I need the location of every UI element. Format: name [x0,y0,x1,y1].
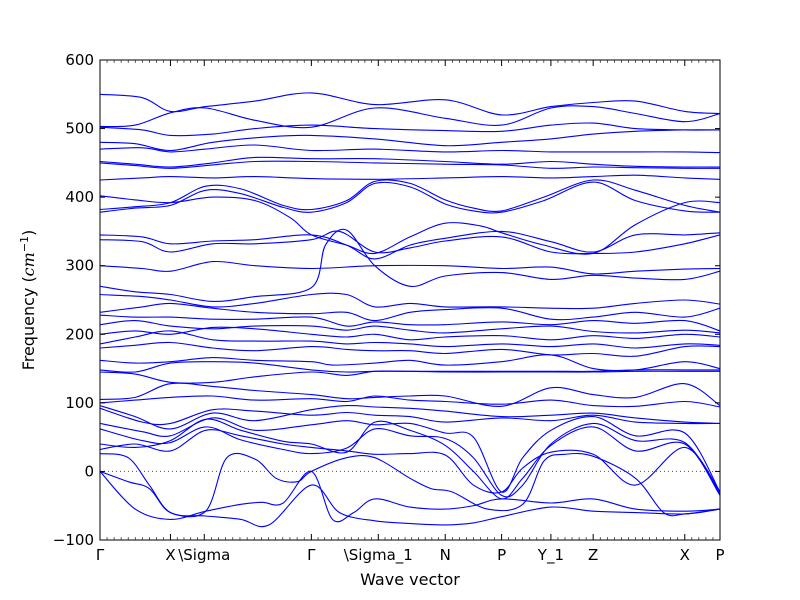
band-line-28 [100,404,720,430]
y-tick-label: 400 [65,188,94,206]
band-line-12 [100,230,720,260]
y-axis-ticks: −100 0 100 200 300 400 500 600 [53,51,720,549]
band-line-30 [100,416,720,493]
y-tick-label: 300 [65,257,94,275]
x-tick-label: X [165,546,175,564]
band-line-19 [100,320,720,334]
band-line-10 [100,181,720,214]
y-tick-label: 200 [65,325,94,343]
y-tick-label: −100 [53,531,94,549]
band-line-31 [100,422,720,498]
band-line-15 [100,228,720,302]
x-tick-label: P [497,546,506,564]
band-line-5 [100,144,720,154]
x-tick-label: X [680,546,690,564]
band-line-27 [100,395,720,408]
band-line-6 [100,156,720,168]
band-line-3 [100,122,720,137]
x-tick-label: \Sigma [178,546,230,564]
y-tick-label: 100 [65,394,94,412]
x-tick-label: Y_1 [537,546,564,565]
band-line-36 [100,452,720,518]
y-tick-label: 0 [84,462,94,480]
y-tick-label: 600 [65,51,94,69]
x-tick-label: Γ [96,546,105,564]
band-line-25 [100,370,720,384]
band-line-16 [100,292,720,310]
x-tick-label: N [440,546,451,564]
band-line-11 [100,195,720,255]
x-axis-ticks: Γ X \Sigma Γ \Sigma_1 N P Y_1 Z X P [96,60,725,565]
frequency-bands [100,92,720,528]
band-line-22 [100,341,720,357]
band-line-4 [100,129,720,152]
x-tick-label: Z [588,546,598,564]
band-line-21 [100,330,720,349]
plot-frame [99,59,721,541]
band-line-2 [100,105,720,129]
band-line-7 [100,160,720,169]
band-line-8 [100,174,720,181]
band-line-13 [100,230,720,255]
band-line-32 [100,418,720,500]
x-axis-title: Wave vector [360,570,460,589]
band-line-26 [100,382,720,407]
x-tick-label: P [715,546,724,564]
band-line-14 [100,260,720,275]
band-line-20 [100,326,720,341]
band-line-29 [100,407,720,426]
band-line-18 [100,314,720,332]
band-line-9 [100,179,720,213]
band-line-33 [100,429,720,494]
band-line-17 [100,302,720,322]
x-tick-label: \Sigma_1 [344,546,413,565]
y-tick-label: 500 [65,120,94,138]
y-axis-title: Frequency (cm−1) [18,230,38,371]
band-line-35 [100,470,720,523]
x-tick-label: Γ [307,546,316,564]
